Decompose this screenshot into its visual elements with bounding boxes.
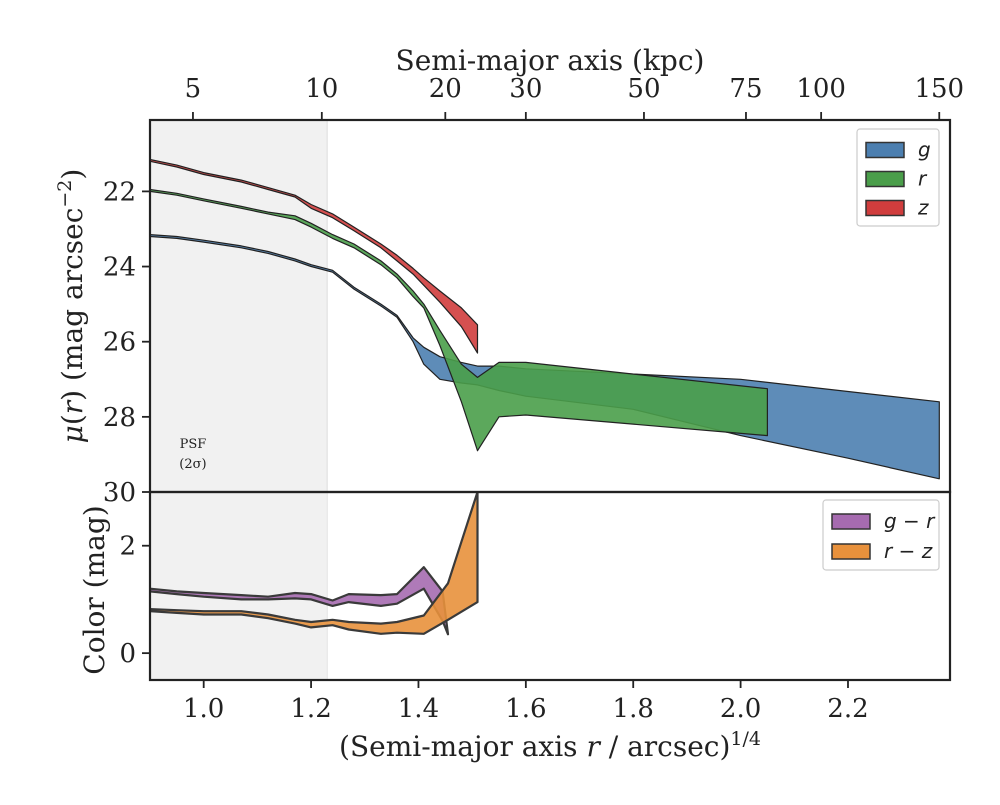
top-legend-swatch-r [865, 170, 905, 188]
x-tick-label-1: 1.0 [183, 694, 224, 724]
color-y-tick-label-2: 2 [119, 532, 136, 562]
color-panel: 02 1.0 1.2 1.4 1.6 1.8 2.0 2.2 (Semi-major axi… [78, 492, 940, 763]
kpc-tick-label-5: 5 [185, 74, 202, 104]
kpc-axis-label: Semi-major axis (kpc) [396, 44, 705, 77]
bottom-legend: g − r r − z [822, 499, 940, 571]
psf-sigma-label: (2σ) [179, 457, 206, 472]
x-axis-label: (Semi-major axis r / arcsec)1/4 [339, 728, 761, 763]
kpc-tick-label-20: 20 [429, 74, 462, 104]
bottom-legend-swatch-r-z [831, 543, 871, 560]
kpc-tick-label-50: 50 [627, 74, 660, 104]
x-tick-label-1.8: 1.8 [613, 694, 654, 724]
psf-shade-top [150, 120, 328, 492]
top-legend: grz [856, 128, 940, 227]
x-tick-label-1.4: 1.4 [398, 694, 439, 724]
x-tick-label-2: 2.0 [720, 694, 761, 724]
kpc-tick-label-150: 150 [914, 74, 964, 104]
bottom-panel-frame [148, 490, 952, 682]
kpc-tick-label-75: 75 [729, 74, 762, 104]
surface-brightness-axis-label: μ(r) (mag arcsec−2) [54, 169, 89, 444]
color-y-tick-label-0: 0 [119, 639, 136, 669]
psf-shaded-region-color [150, 492, 328, 680]
bottom-legend-label-r-z: r − z [884, 539, 933, 563]
y-tick-label-28: 28 [103, 403, 136, 433]
x-tick-label-1.6: 1.6 [505, 694, 546, 724]
kpc-tick-label-10: 10 [305, 74, 338, 104]
y-tick-label-24: 24 [103, 253, 136, 283]
kpc-tick-label-30: 30 [509, 74, 542, 104]
top-legend-swatch-g [865, 141, 905, 159]
kpc-axis-ticks: 5 10 20 30 50 75 100 150 [185, 74, 964, 120]
psf-shade-bottom [150, 492, 328, 680]
band-r [150, 188, 768, 452]
y-tick-label-22: 22 [103, 177, 136, 207]
x-tick-label-2.2: 2.2 [827, 694, 868, 724]
top-legend-label-z: z [917, 196, 929, 220]
color-band-g-r [150, 566, 450, 636]
color-y-axis-ticks: 02 [119, 532, 150, 669]
y-tick-label-30: 30 [103, 478, 136, 508]
kpc-tick-label-100: 100 [796, 74, 846, 104]
bottom-legend-label-g-r: g − r [884, 509, 936, 533]
bottom-legend-swatch-g-r [831, 513, 871, 530]
psf-label: PSF [180, 437, 207, 452]
color-axis-label: Color (mag) [78, 505, 111, 674]
color-band-r-z [150, 492, 479, 635]
top-legend-label-r: r [918, 167, 928, 191]
band-z [150, 158, 479, 354]
surface-brightness-bands [150, 158, 940, 480]
top-legend-label-g: g [918, 138, 931, 162]
top-legend-swatch-z [865, 199, 905, 217]
top-y-axis-ticks: 22 24 26 28 30 [103, 177, 150, 508]
x-axis-ticks: 1.0 1.2 1.4 1.6 1.8 2.0 2.2 [183, 680, 869, 724]
y-tick-label-26: 26 [103, 328, 136, 358]
color-bands [150, 492, 479, 636]
x-tick-label-1.2: 1.2 [290, 694, 331, 724]
